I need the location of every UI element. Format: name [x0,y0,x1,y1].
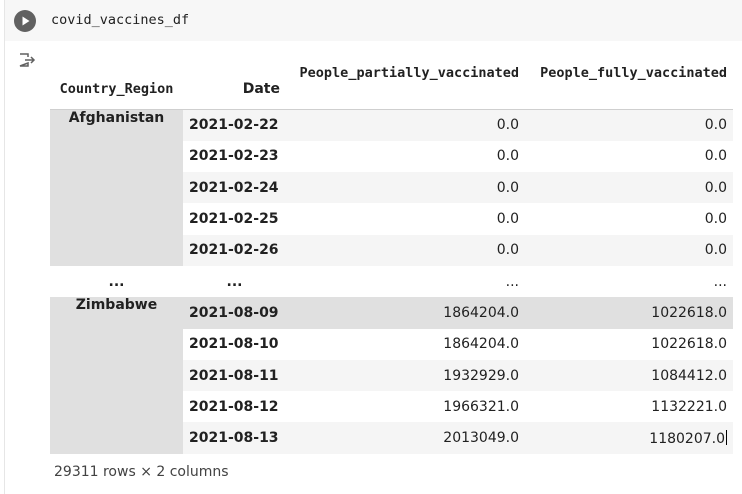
text-cursor [726,429,727,445]
table-row: Afghanistan 2021-02-22 0.0 0.0 [50,109,733,266]
code-text[interactable]: covid_vaccines_df [51,12,190,28]
date-cell: 2021-02-26 [183,234,286,266]
date-cell: 2021-08-10 [189,336,279,353]
partial-value: 1932929.0 [286,359,525,392]
column-header-full: People_fully_vaccinated [540,65,727,81]
dataframe-shape: 29311 rows × 2 columns [54,464,229,480]
date-cell: 2021-08-09 [183,297,286,329]
header-blank [183,41,286,81]
table-row: 2021-08-11 1932929.0 1084412.0 [50,359,733,392]
ellipsis-cell: ... [713,273,727,290]
play-circle-icon [22,16,30,26]
region-label: Afghanistan [50,109,183,266]
cell-output: People_partially_vaccinated People_fully… [50,41,740,454]
full-value: 0.0 [525,234,733,266]
table-row: 2021-08-13 2013049.0 1180207.0 [50,422,733,454]
date-cell: 2021-02-22 [183,109,286,141]
table-row: 2021-08-10 1864204.0 1022618.0 [50,329,733,360]
partial-value: 1864204.0 [443,336,519,353]
ellipsis-row: ... ... ... ... [50,266,733,297]
full-value: 0.0 [704,211,727,228]
partial-value: 0.0 [496,148,519,165]
date-cell: 2021-08-13 [183,422,286,454]
table-row: 2021-02-26 0.0 0.0 [50,234,733,266]
notebook-cell: covid_vaccines_df People_partially_vacci… [4,0,742,494]
partial-value: 0.0 [286,234,525,266]
partial-value: 1864204.0 [286,297,525,329]
dataframe-table: People_partially_vaccinated People_fully… [50,41,733,454]
partial-value: 0.0 [286,109,525,141]
full-value: 1022618.0 [651,336,727,353]
partial-value: 0.0 [496,211,519,228]
full-value: 1084412.0 [525,359,733,392]
ellipsis-cell: ... [226,273,243,290]
full-value-text: 1180207.0 [649,430,725,447]
partial-value: 2013049.0 [286,422,525,454]
header-blank [50,41,183,81]
column-header-partial: People_partially_vaccinated [299,65,519,81]
table-row: 2021-08-12 1966321.0 1132221.0 [50,391,733,422]
run-cell-button[interactable] [14,10,36,32]
table-row: Zimbabwe 2021-08-09 1864204.0 1022618.0 [50,297,733,454]
full-value: 0.0 [525,172,733,204]
date-cell: 2021-02-24 [183,172,286,204]
date-cell: 2021-02-25 [189,211,279,228]
full-value: 1022618.0 [525,297,733,329]
output-exit-icon[interactable] [18,52,36,68]
header-blank [525,81,733,110]
index-name-region: Country_Region [50,81,183,110]
table-row: 2021-02-23 0.0 0.0 [50,141,733,172]
ellipsis-cell: ... [505,273,519,290]
date-cell: 2021-02-23 [189,148,279,165]
table-row: 2021-02-25 0.0 0.0 [50,203,733,234]
full-value: 0.0 [704,148,727,165]
partial-value: 1966321.0 [443,398,519,415]
region-label: Zimbabwe [50,297,183,454]
full-value: 1180207.0 [525,422,733,454]
ellipsis-cell: ... [108,273,125,290]
partial-value: 0.0 [286,172,525,204]
table-row: 2021-02-24 0.0 0.0 [50,172,733,204]
header-blank [286,81,525,110]
date-cell: 2021-08-11 [183,359,286,392]
full-value: 1132221.0 [651,398,727,415]
full-value: 0.0 [525,109,733,141]
code-editor[interactable]: covid_vaccines_df [5,0,742,41]
index-name-date: Date [183,81,286,110]
date-cell: 2021-08-12 [189,398,279,415]
